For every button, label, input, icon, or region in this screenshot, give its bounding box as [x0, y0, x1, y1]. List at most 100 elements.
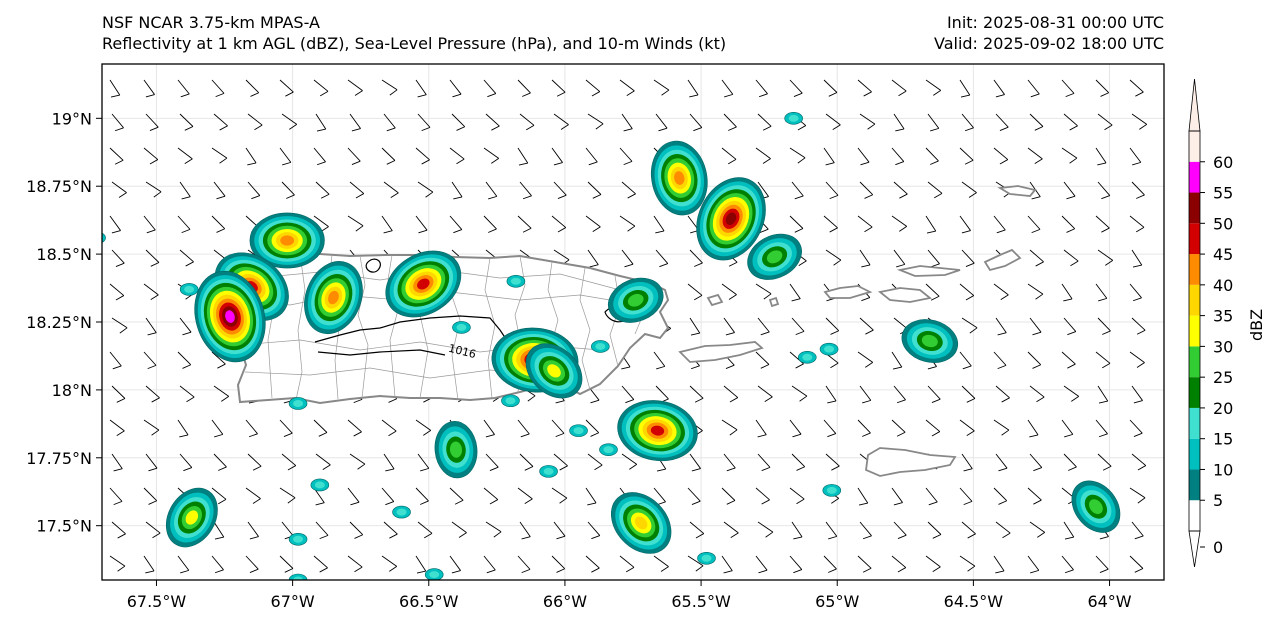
- wind-barb: [1061, 79, 1075, 98]
- lat-tick-label: 17.5°N: [36, 517, 92, 536]
- wind-barb: [1097, 181, 1111, 200]
- wind-barb: [755, 487, 770, 505]
- wind-barb: [653, 215, 665, 234]
- wind-barb: [519, 113, 535, 131]
- wind-barb: [585, 555, 600, 573]
- wind-barb: [315, 113, 327, 132]
- wind-barb: [959, 215, 971, 234]
- wind-barb: [1029, 521, 1046, 538]
- wind-barb: [857, 419, 871, 437]
- wind-barb: [449, 215, 463, 234]
- wind-barb: [381, 215, 393, 234]
- wind-barb: [757, 385, 773, 403]
- wind-barb: [859, 181, 874, 199]
- wind-barb: [993, 147, 1009, 165]
- colorbar-extend-max: [1188, 78, 1201, 132]
- wind-barb: [961, 113, 974, 132]
- wind-barb: [213, 385, 230, 402]
- lat-tick-label: 17.75°N: [26, 449, 92, 468]
- wind-barb: [859, 521, 872, 540]
- wind-barb: [1097, 317, 1111, 335]
- wind-barb: [587, 181, 602, 199]
- wind-barb: [687, 487, 701, 505]
- wind-barb: [891, 487, 903, 506]
- wind-barb: [517, 419, 530, 438]
- wind-barb: [961, 249, 975, 267]
- storm-cell: [165, 487, 218, 548]
- wind-barb: [111, 385, 126, 403]
- wind-barb: [551, 487, 568, 504]
- wind-barb: [519, 521, 531, 540]
- wind-barb: [245, 419, 258, 438]
- wind-barb: [621, 249, 634, 268]
- colorbar-tick-label: 60: [1213, 153, 1233, 172]
- wind-barb: [789, 419, 802, 438]
- wind-barb: [857, 351, 874, 368]
- wind-barb: [789, 215, 804, 233]
- storm-cell-small: [310, 478, 330, 492]
- wind-barb: [755, 79, 768, 98]
- storm-cell: [617, 400, 698, 462]
- wind-barb: [279, 487, 296, 504]
- wind-barb: [1097, 249, 1114, 266]
- storm-cell-small: [288, 397, 308, 410]
- wind-barb: [145, 181, 162, 198]
- wind-barb: [1097, 453, 1112, 471]
- wind-barb: [179, 181, 191, 200]
- wind-barb: [893, 385, 906, 404]
- wind-barb: [483, 555, 496, 574]
- wind-barb: [1129, 419, 1143, 437]
- wind-barb: [857, 147, 870, 166]
- wind-barb: [1129, 147, 1142, 166]
- lon-tick-label: 66°W: [543, 592, 587, 611]
- wind-barb: [1131, 521, 1144, 540]
- wind-barb: [995, 317, 1007, 336]
- wind-barb: [959, 487, 973, 506]
- wind-barb: [619, 147, 633, 166]
- colorbar-tick-label: 10: [1213, 460, 1233, 479]
- plot-title-right: Init: 2025-08-31 00:00 UTC Valid: 2025-0…: [934, 12, 1164, 54]
- wind-barb: [791, 453, 806, 471]
- wind-barb: [791, 385, 808, 402]
- wind-barb: [247, 521, 259, 540]
- wind-barb: [177, 555, 190, 574]
- wind-barb: [483, 79, 497, 98]
- colorbar-swatch: [1189, 161, 1200, 193]
- wind-barb: [145, 521, 161, 539]
- wind-barb: [993, 215, 1006, 234]
- storm-cell-small: [697, 551, 716, 565]
- wind-barb: [519, 453, 534, 471]
- st-thomas-island: [823, 285, 873, 299]
- wind-barb: [279, 419, 293, 437]
- storm-cell-small: [819, 342, 839, 356]
- wind-barb: [551, 419, 565, 438]
- wind-barb: [689, 521, 705, 539]
- wind-barb: [143, 555, 155, 574]
- wind-barb: [1063, 385, 1080, 402]
- wind-barb: [315, 521, 329, 540]
- wind-barb: [1061, 283, 1073, 302]
- wind-barb: [825, 181, 839, 200]
- wind-barb: [825, 521, 838, 540]
- colorbar-swatch: [1189, 438, 1200, 470]
- wind-barb: [177, 419, 189, 438]
- storm-cell-small: [784, 112, 803, 125]
- colorbar-tick-label: 30: [1213, 337, 1233, 356]
- wind-barb: [179, 249, 194, 267]
- colorbar-swatch: [1189, 377, 1200, 408]
- wind-barb: [177, 147, 193, 165]
- wind-barb: [1131, 453, 1147, 471]
- wind-barb: [1095, 147, 1107, 166]
- wind-barb: [585, 487, 597, 506]
- wind-barb: [1029, 113, 1044, 131]
- wind-barb: [247, 453, 262, 471]
- storm-cell-small: [539, 465, 558, 478]
- wind-barb: [925, 487, 938, 506]
- lon-tick-label: 65.5°W: [671, 592, 731, 611]
- colorbar-swatch: [1189, 223, 1200, 255]
- wind-barb: [689, 453, 701, 472]
- wind-barb: [653, 79, 670, 96]
- wind-barb: [109, 419, 125, 437]
- wind-barb: [655, 113, 668, 132]
